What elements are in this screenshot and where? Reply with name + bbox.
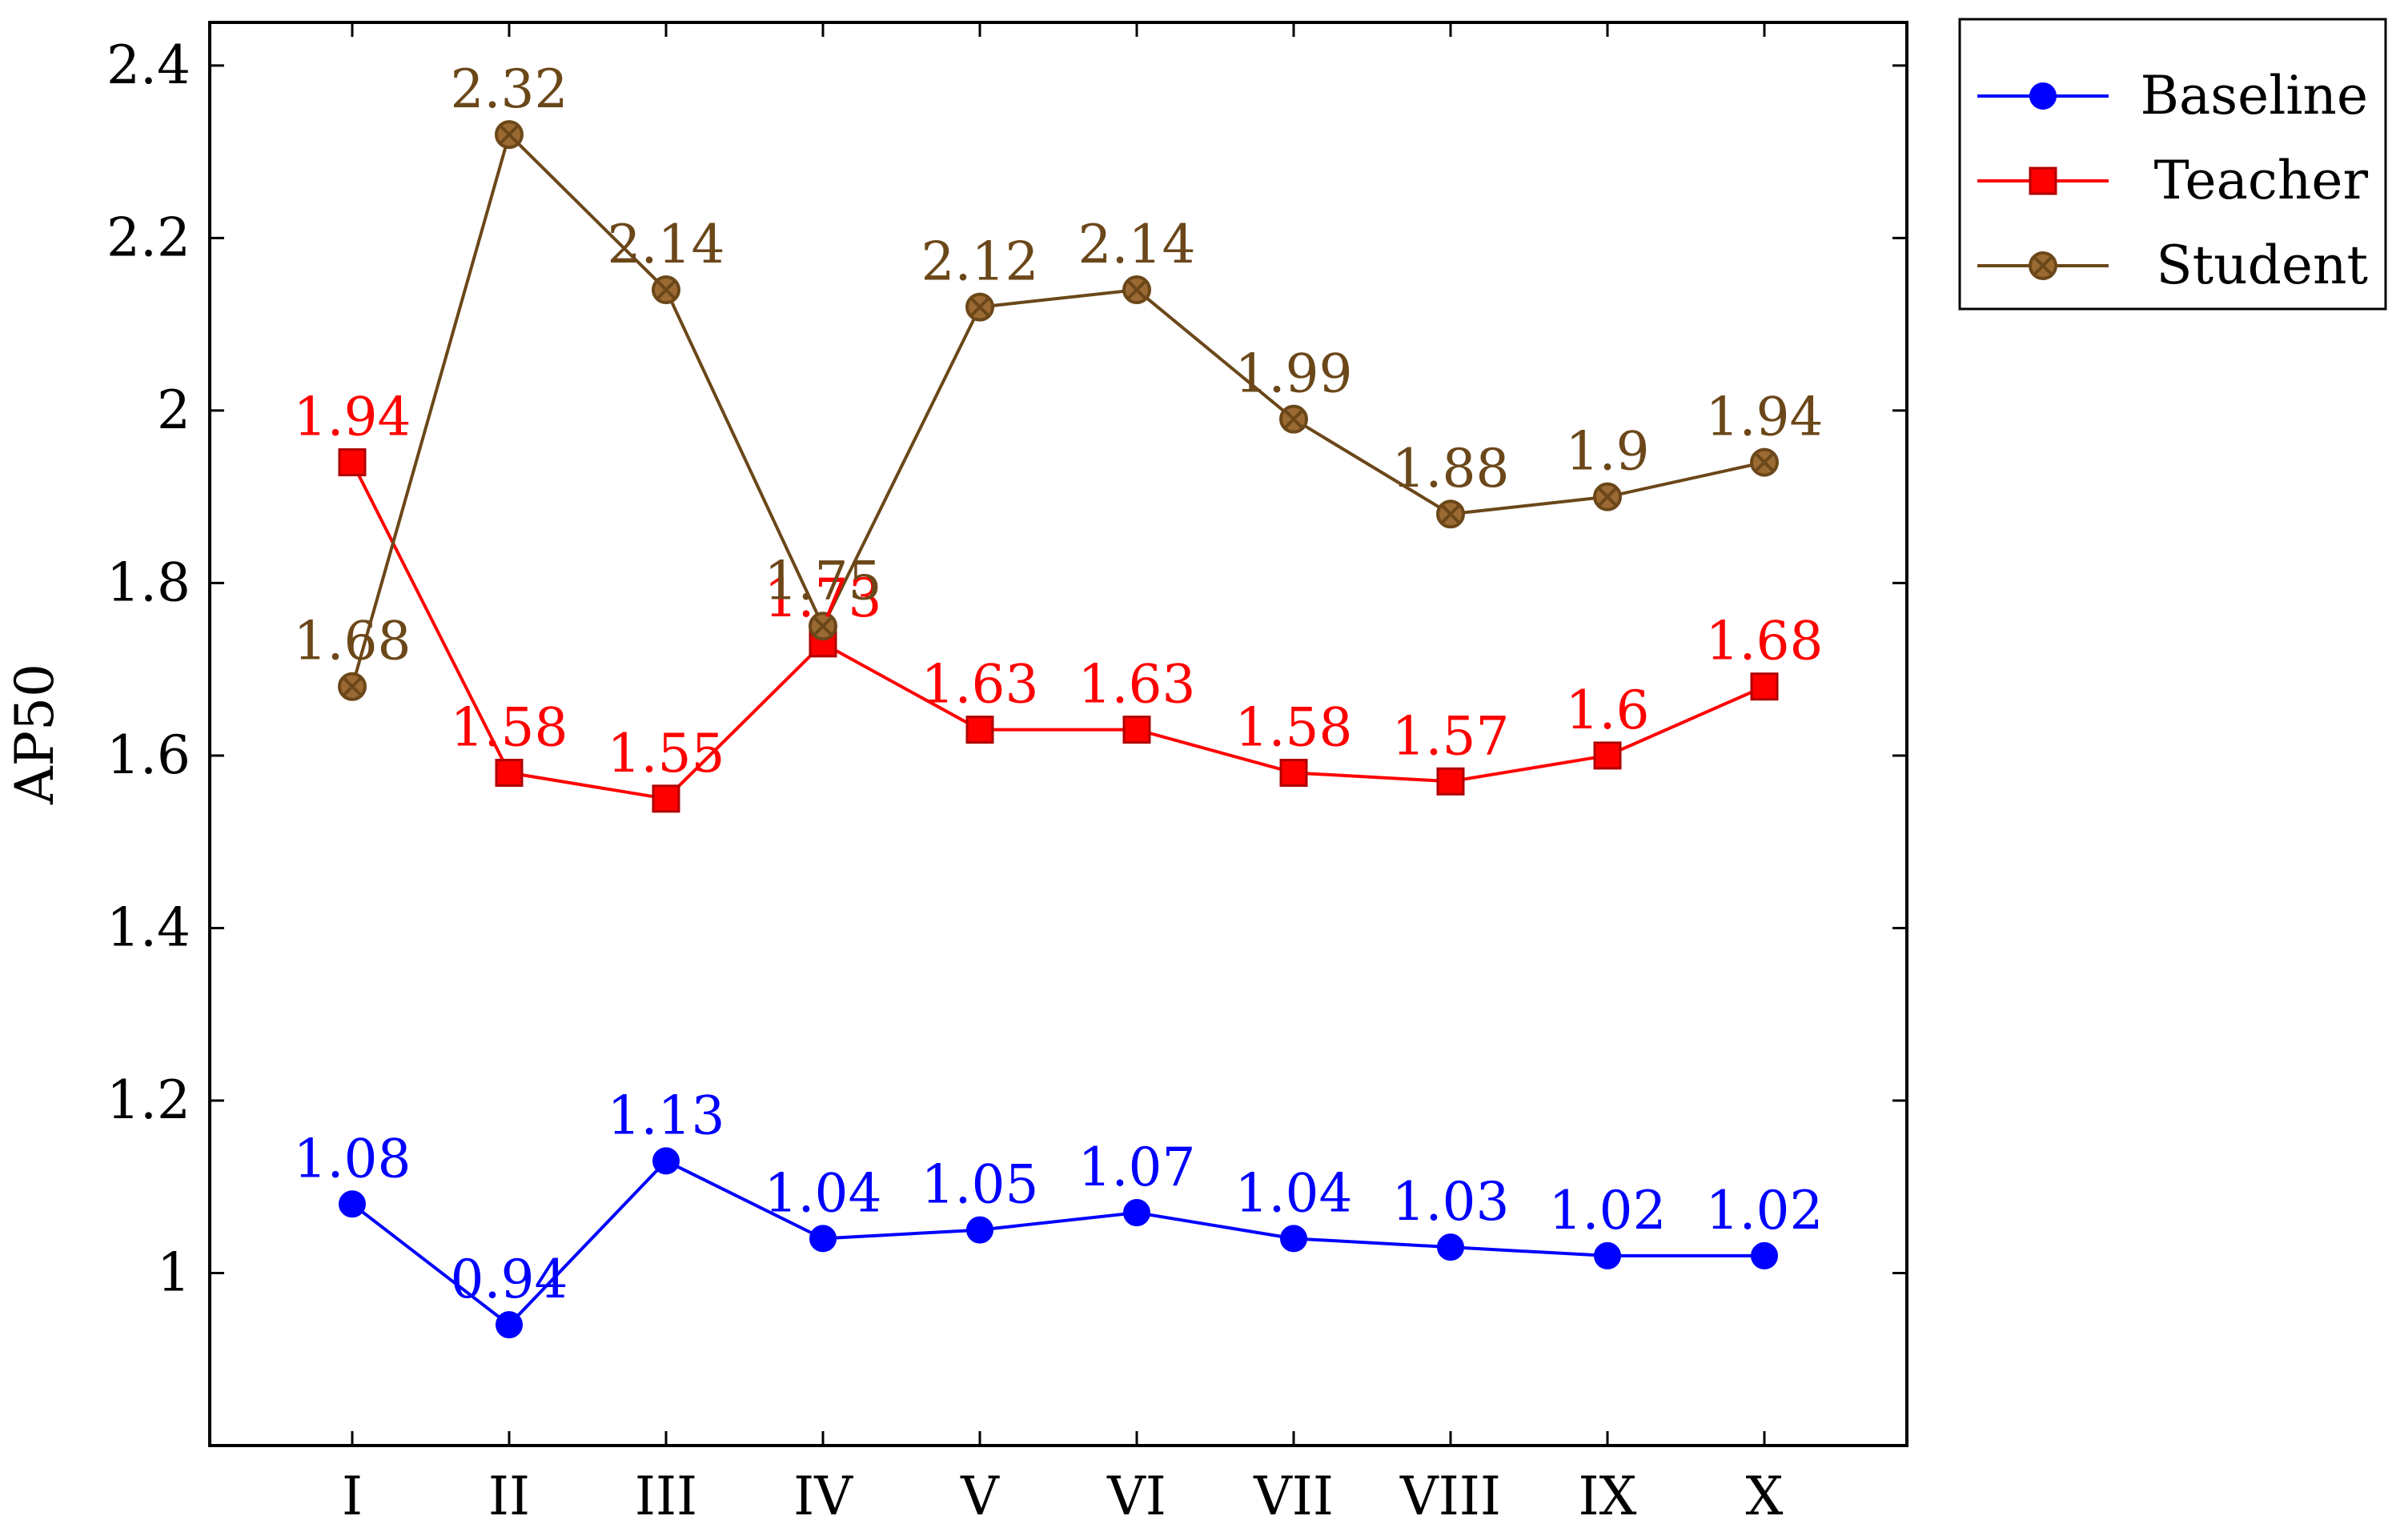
x-tick-label: X [1746,1466,1784,1527]
data-point-baseline [1123,1199,1150,1227]
data-label-student: 2.12 [921,231,1039,293]
series-line-teacher [351,461,1765,800]
data-label-baseline: 0.94 [451,1249,568,1310]
data-point-teacher [1122,716,1151,744]
series-student [338,120,1779,701]
data-point-baseline [339,1190,366,1218]
data-label-student: 1.88 [1392,438,1510,499]
data-label-teacher: 1.63 [1078,654,1196,716]
series-baseline [339,1147,1778,1339]
x-tick-label: III [635,1466,697,1527]
y-tick-label: 1 [157,1241,191,1303]
data-label-student: 1.94 [1706,387,1824,448]
x-tick-label: VI [1106,1466,1166,1527]
data-label-student: 1.9 [1566,421,1650,483]
legend-label-baseline: Baseline [2140,65,2368,126]
data-point-baseline [652,1147,680,1175]
data-point-student [1122,275,1151,305]
x-tick-label: IV [793,1466,853,1527]
data-label-baseline: 1.02 [1549,1180,1667,1241]
legend-label-teacher: Teacher [2154,150,2369,211]
data-point-teacher [652,784,680,813]
data-point-student [1593,482,1622,511]
data-point-baseline [1437,1233,1464,1261]
data-label-baseline: 1.02 [1706,1180,1824,1241]
legend: Baseline Teacher Student [1958,18,2387,311]
y-axis-title: AP50 [4,664,66,805]
data-point-student [338,672,367,701]
data-point-student [1436,499,1465,529]
data-label-teacher: 1.94 [294,387,411,448]
data-label-baseline: 1.07 [1078,1137,1196,1198]
y-tick-label: 1.4 [106,896,191,958]
legend-label-student: Student [2156,235,2368,296]
data-point-baseline [966,1216,993,1244]
data-label-baseline: 1.08 [294,1128,411,1189]
data-label-teacher: 1.57 [1392,705,1510,767]
data-point-teacher [965,716,994,744]
series-line-baseline [351,1159,1764,1327]
data-label-teacher: 1.73 [765,567,882,629]
data-point-baseline [1594,1241,1621,1269]
data-point-student [495,120,524,150]
data-point-baseline [1280,1225,1307,1253]
x-tick-label: I [342,1466,363,1527]
legend-marker-student [2029,251,2057,280]
x-tick-label: V [960,1466,1000,1527]
legend-marker-baseline [2029,82,2057,110]
data-point-student [1750,447,1779,477]
data-point-teacher [1750,672,1779,701]
x-tick-label: II [488,1466,530,1527]
data-labels-layer: 1.08 0.94 1.13 1.04 1.05 1.07 1.04 1.03 1.02 1.02… [294,58,1824,1310]
series-teacher [338,448,1779,813]
y-tick-label: 2.4 [106,34,191,96]
data-label-student: 2.14 [608,214,725,275]
legend-marker-teacher [2029,166,2057,195]
data-label-baseline: 1.04 [765,1162,882,1224]
data-point-baseline [1751,1241,1778,1269]
x-tick-label: IX [1578,1466,1636,1527]
data-point-teacher [1593,741,1622,770]
data-label-student: 1.68 [294,611,411,672]
y-tick-label: 2.2 [106,207,191,268]
data-label-teacher: 1.55 [608,723,725,784]
data-label-teacher: 1.63 [921,654,1039,716]
data-point-teacher [338,448,367,477]
data-point-baseline [496,1311,523,1339]
y-tick-label: 1.8 [106,551,191,613]
y-tick-label: 1.2 [106,1069,191,1131]
data-label-student: 1.99 [1235,343,1353,405]
y-tick-label: 1.6 [106,724,191,786]
data-label-teacher: 1.68 [1706,611,1824,672]
x-tick-label: VIII [1399,1466,1501,1527]
data-point-teacher [1279,758,1308,787]
data-point-student [965,292,994,322]
data-label-student: 1.75 [765,550,882,612]
data-label-student: 2.14 [1078,214,1196,275]
data-label-baseline: 1.03 [1392,1171,1510,1233]
series-layer [338,120,1779,1339]
axis-ticks: 11.21.41.61.822.22.4I II III IV V VI VII VIII IX… [106,22,1907,1527]
data-label-baseline: 1.05 [921,1154,1039,1216]
plot-frame [208,21,1908,1447]
data-point-teacher [495,758,524,787]
data-label-student: 2.32 [451,58,568,120]
x-tick-label: VII [1253,1466,1334,1527]
data-label-baseline: 1.13 [608,1085,725,1146]
data-label-teacher: 1.6 [1566,680,1650,741]
data-label-teacher: 1.58 [1235,696,1353,758]
y-tick-label: 2 [157,379,191,441]
series-line-student [351,133,1765,688]
data-label-teacher: 1.58 [451,696,568,758]
data-point-student [809,612,837,641]
data-point-student [1279,404,1308,434]
data-label-baseline: 1.04 [1235,1162,1353,1224]
data-point-teacher [1436,767,1465,796]
data-point-baseline [809,1225,837,1253]
data-point-student [652,275,680,305]
